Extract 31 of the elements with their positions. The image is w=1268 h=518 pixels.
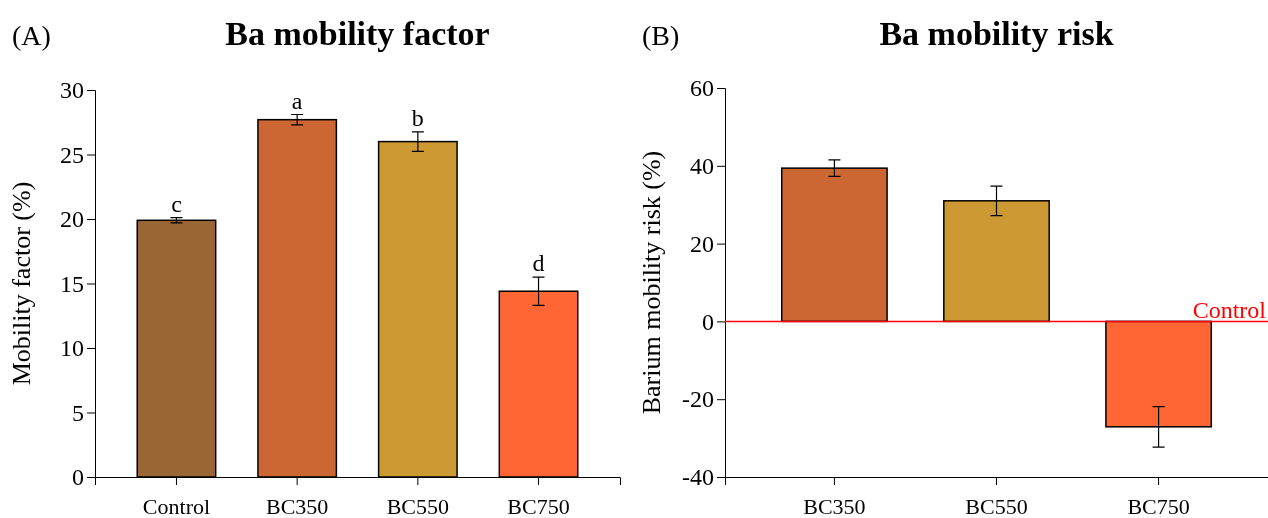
x-tick-label: BC350 xyxy=(265,494,329,518)
y-tick-label: 40 xyxy=(690,152,714,179)
y-tick-label: 0 xyxy=(702,308,714,335)
ref-line-label: Control xyxy=(1192,297,1267,324)
y-tick-label: 20 xyxy=(690,230,714,257)
y-tick-label: -20 xyxy=(682,386,714,413)
y-tick-label: 30 xyxy=(60,77,84,104)
y-tick-label: 60 xyxy=(690,75,714,102)
y-tick-label: 10 xyxy=(60,335,84,362)
x-tick-label: BC750 xyxy=(507,494,570,518)
x-tick-label: Control xyxy=(142,494,211,518)
y-tick-label: -40 xyxy=(682,464,714,491)
y-axis-title: Barium mobility risk (%) xyxy=(637,150,666,415)
x-tick-label: BC550 xyxy=(386,494,450,518)
x-tick-label: BC550 xyxy=(965,494,1028,518)
text: (A) xyxy=(12,20,51,51)
text: (B) xyxy=(642,20,680,51)
annotation: a xyxy=(291,87,303,114)
chart-title: Ba mobility factor xyxy=(225,15,490,52)
annotation: c xyxy=(171,190,182,217)
x-tick-label: BC750 xyxy=(1127,494,1190,518)
chart-title: Ba mobility risk xyxy=(879,15,1114,52)
y-axis-title: Mobility factor (%) xyxy=(7,181,36,386)
y-tick-label: 20 xyxy=(60,206,84,233)
y-tick-label: 15 xyxy=(60,270,84,297)
annotation: d xyxy=(532,250,545,277)
annotation: b xyxy=(411,104,424,131)
y-tick-label: 0 xyxy=(72,464,84,491)
x-tick-label: BC350 xyxy=(803,494,866,518)
y-tick-label: 5 xyxy=(72,399,84,426)
y-tick-label: 25 xyxy=(60,141,84,168)
